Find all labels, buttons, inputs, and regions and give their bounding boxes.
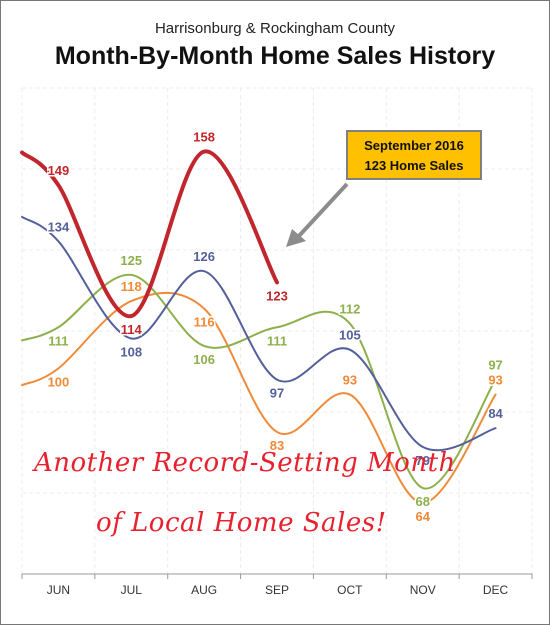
x-tick-label: JUN	[47, 583, 70, 597]
chart-title: Month-By-Month Home Sales History	[54, 42, 496, 70]
data-label: 126	[193, 249, 215, 264]
data-label: 134	[48, 219, 70, 234]
x-tick-label: OCT	[337, 583, 363, 597]
data-label: 100	[48, 374, 70, 389]
data-label: 79	[415, 453, 429, 468]
data-label: 108	[120, 344, 142, 359]
chart-subtitle: Harrisonburg & Rockingham County	[154, 20, 396, 37]
series-line	[21, 273, 497, 490]
series-line	[21, 215, 497, 452]
callout-arrow	[286, 182, 349, 247]
data-label: 64	[415, 509, 430, 524]
callout-box: September 2016 123 Home Sales	[346, 130, 482, 180]
data-label: 158	[193, 130, 215, 145]
x-tick-label: AUG	[191, 583, 217, 597]
data-label: 116	[194, 315, 215, 330]
data-label: 118	[121, 279, 142, 294]
data-label: 112	[339, 302, 360, 317]
data-label: 125	[120, 253, 142, 268]
data-label: 93	[488, 373, 502, 388]
x-tick-label: NOV	[410, 583, 436, 597]
callout-line-2: 123 Home Sales	[364, 158, 464, 173]
x-tick-label: JUL	[121, 583, 143, 597]
data-label: 149	[48, 163, 70, 178]
data-label: 114	[121, 322, 143, 337]
data-label: 123	[266, 288, 288, 303]
chart-series-lines	[20, 149, 497, 504]
data-label: 111	[267, 333, 287, 348]
data-label: 106	[193, 352, 215, 367]
chart-data-labels: 100 118 116 83 93 64 93 111 125 106 111 112 68 97 134 1…	[46, 128, 505, 525]
x-tick-label: SEP	[265, 583, 289, 597]
x-tick-label: DEC	[483, 583, 509, 597]
data-label: 68	[415, 494, 429, 509]
series-line	[21, 291, 497, 504]
annotation-line-2: of Local Home Sales!	[96, 508, 387, 538]
series-line	[20, 149, 279, 319]
x-axis: JUN JUL AUG SEP OCT NOV DEC	[21, 573, 533, 597]
data-label: 97	[270, 386, 284, 401]
data-label: 83	[270, 438, 284, 453]
annotation-line-1: Another Record-Setting Month	[34, 448, 456, 478]
data-label: 105	[339, 328, 361, 343]
data-label: 97	[488, 358, 502, 373]
callout-line-1: September 2016	[364, 138, 464, 153]
data-label: 93	[343, 373, 357, 388]
data-label: 111	[48, 333, 68, 348]
data-label: 84	[488, 406, 503, 421]
